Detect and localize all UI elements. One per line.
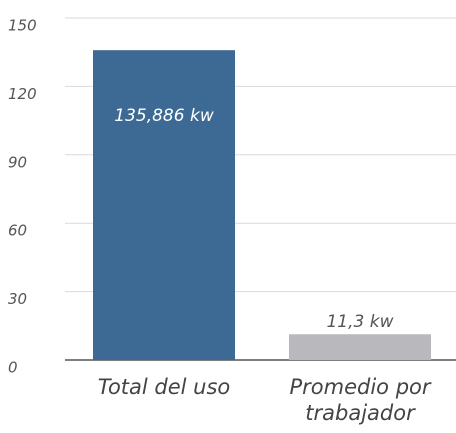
x-tick-label: Total del uso [97,375,231,399]
y-tick-label: 90 [8,153,27,171]
bar [93,50,235,360]
y-tick-label: 0 [8,359,18,377]
value-label: 11,3 kw [326,312,393,332]
y-tick-label: 30 [8,290,27,308]
x-tick-label: Promedio por trabajador [289,375,431,425]
y-tick-label: 150 [8,17,37,35]
y-tick-label: 60 [8,222,27,240]
bar [289,334,431,360]
value-label: 135,886 kw [114,106,214,126]
y-tick-label: 120 [8,85,37,103]
